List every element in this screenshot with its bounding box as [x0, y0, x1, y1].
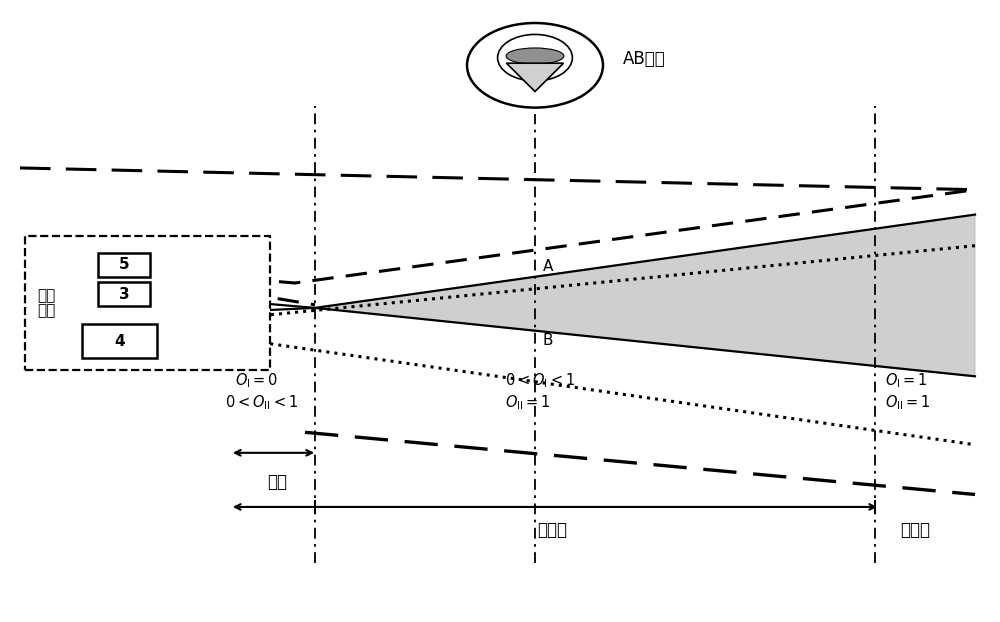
Text: A: A [543, 259, 553, 274]
Bar [25, 236, 270, 370]
Text: AB剖面: AB剖面 [623, 50, 666, 68]
Text: $O_{\mathrm{II}}=1$: $O_{\mathrm{II}}=1$ [505, 393, 551, 412]
Text: B: B [543, 333, 554, 348]
Bar [98, 282, 150, 306]
Text: $O_{\mathrm{I}}=1$: $O_{\mathrm{I}}=1$ [885, 371, 928, 390]
Text: $O_{\mathrm{II}}=1$: $O_{\mathrm{II}}=1$ [885, 393, 931, 412]
Text: $0{<}O_{\mathrm{I}}{<}1$: $0{<}O_{\mathrm{I}}{<}1$ [505, 371, 575, 390]
Text: $0{<}O_{\mathrm{II}}{<}1$: $0{<}O_{\mathrm{II}}{<}1$ [225, 393, 298, 412]
Ellipse shape [506, 48, 564, 64]
Polygon shape [506, 63, 564, 91]
Text: 激光
雷达: 激光 雷达 [37, 288, 55, 318]
Text: $O_{\mathrm{I}}=0$: $O_{\mathrm{I}}=0$ [235, 371, 278, 390]
Bar [82, 324, 157, 358]
Text: 过渡区: 过渡区 [538, 521, 568, 539]
Text: 5: 5 [119, 258, 129, 272]
Text: 3: 3 [119, 287, 129, 302]
Text: 4: 4 [114, 333, 125, 349]
Text: 盲区: 盲区 [267, 473, 287, 491]
Circle shape [498, 34, 572, 81]
Text: 充满区: 充满区 [900, 521, 930, 539]
Bar [98, 253, 150, 277]
Polygon shape [315, 215, 975, 376]
